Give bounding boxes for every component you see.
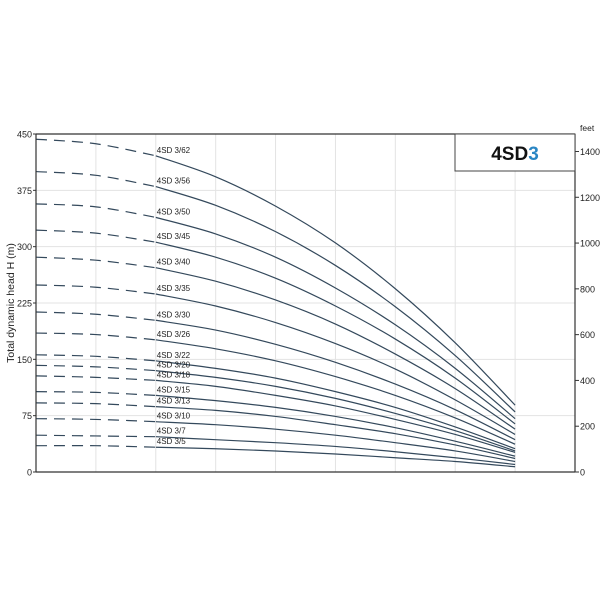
series-label: 4SD 3/18	[157, 370, 191, 379]
y2-tick-label: 1000	[580, 239, 600, 249]
series-line	[155, 360, 516, 450]
series-label: 4SD 3/50	[157, 207, 191, 216]
curves	[35, 138, 516, 468]
series-line-dashed	[35, 284, 156, 295]
y-tick-label: 300	[17, 242, 32, 252]
series-label: 4SD 3/40	[157, 258, 191, 267]
series-line-dashed	[35, 311, 156, 321]
series-line-dashed	[35, 170, 156, 188]
series-label: 4SD 3/13	[157, 397, 191, 406]
y-tick-label: 75	[22, 411, 32, 421]
y2-tick-label: 1200	[580, 193, 600, 203]
y-tick-label: 0	[27, 468, 32, 478]
series-line-dashed	[35, 203, 156, 218]
title-box: 4SD3	[454, 133, 576, 172]
y2-tick-label: 600	[580, 330, 595, 340]
y-tick-label: 150	[17, 355, 32, 365]
y-tick-label: 225	[17, 299, 32, 309]
series-line	[155, 406, 516, 460]
series-label: 4SD 3/7	[157, 427, 186, 436]
series-line	[155, 319, 516, 441]
series-line	[155, 155, 516, 406]
y-axis-label: Total dynamic head H (m)	[5, 243, 17, 363]
series-line-dashed	[35, 375, 156, 381]
series-line-dashed	[35, 364, 156, 372]
y-tick-label: 375	[17, 186, 32, 196]
series-line-dashed	[35, 332, 156, 341]
series-line	[155, 241, 516, 425]
series-label: 4SD 3/26	[157, 330, 191, 339]
series-line	[155, 394, 516, 457]
series-line	[155, 436, 516, 466]
series-line-dashed	[35, 434, 156, 438]
chart-title: 4SD3	[491, 144, 539, 165]
grid	[36, 134, 575, 472]
y2-tick-label: 800	[580, 284, 595, 294]
series-label: 4SD 3/30	[157, 310, 191, 319]
series-label: 4SD 3/35	[157, 284, 191, 293]
series-label: 4SD 3/56	[157, 177, 191, 186]
series-line-dashed	[35, 418, 156, 423]
series-line	[155, 267, 516, 430]
series-label: 4SD 3/62	[157, 146, 191, 155]
y2-tick-label: 0	[580, 468, 585, 478]
series-line-dashed	[35, 229, 156, 243]
series-line	[155, 186, 516, 413]
curve-labels: 4SD 3/62 4SD 3/56 4SD 3/50 4SD 3/45 4SD 3/40…	[157, 146, 191, 446]
series-label: 4SD 3/22	[157, 351, 191, 360]
y-tick-label: 450	[17, 130, 32, 140]
axes: 0 75 150 225 300 375 450 0 200 400 600 800 1000 1200 1…	[17, 130, 600, 478]
series-label: 4SD 3/10	[157, 412, 191, 421]
series-line	[155, 339, 516, 445]
series-label: 4SD 3/5	[157, 437, 186, 446]
series-line-dashed	[35, 445, 156, 448]
y2-tick-label: 400	[580, 376, 595, 386]
series-label: 4SD 3/45	[157, 232, 191, 241]
y2-axis-label: feet	[580, 123, 595, 133]
series-line-dashed	[35, 256, 156, 269]
series-line-dashed	[35, 138, 156, 157]
series-line	[155, 293, 516, 435]
y2-tick-label: 1400	[580, 147, 600, 157]
series-label: 4SD 3/15	[157, 385, 191, 394]
series-line-dashed	[35, 402, 156, 408]
series-line	[155, 370, 516, 452]
series-line-dashed	[35, 391, 156, 396]
y2-tick-label: 200	[580, 422, 595, 432]
series-line	[155, 379, 516, 454]
series-line	[155, 446, 516, 468]
series-line	[155, 421, 516, 463]
series-line	[155, 216, 516, 420]
series-line-dashed	[35, 354, 156, 362]
series-label: 4SD 3/20	[157, 361, 191, 370]
